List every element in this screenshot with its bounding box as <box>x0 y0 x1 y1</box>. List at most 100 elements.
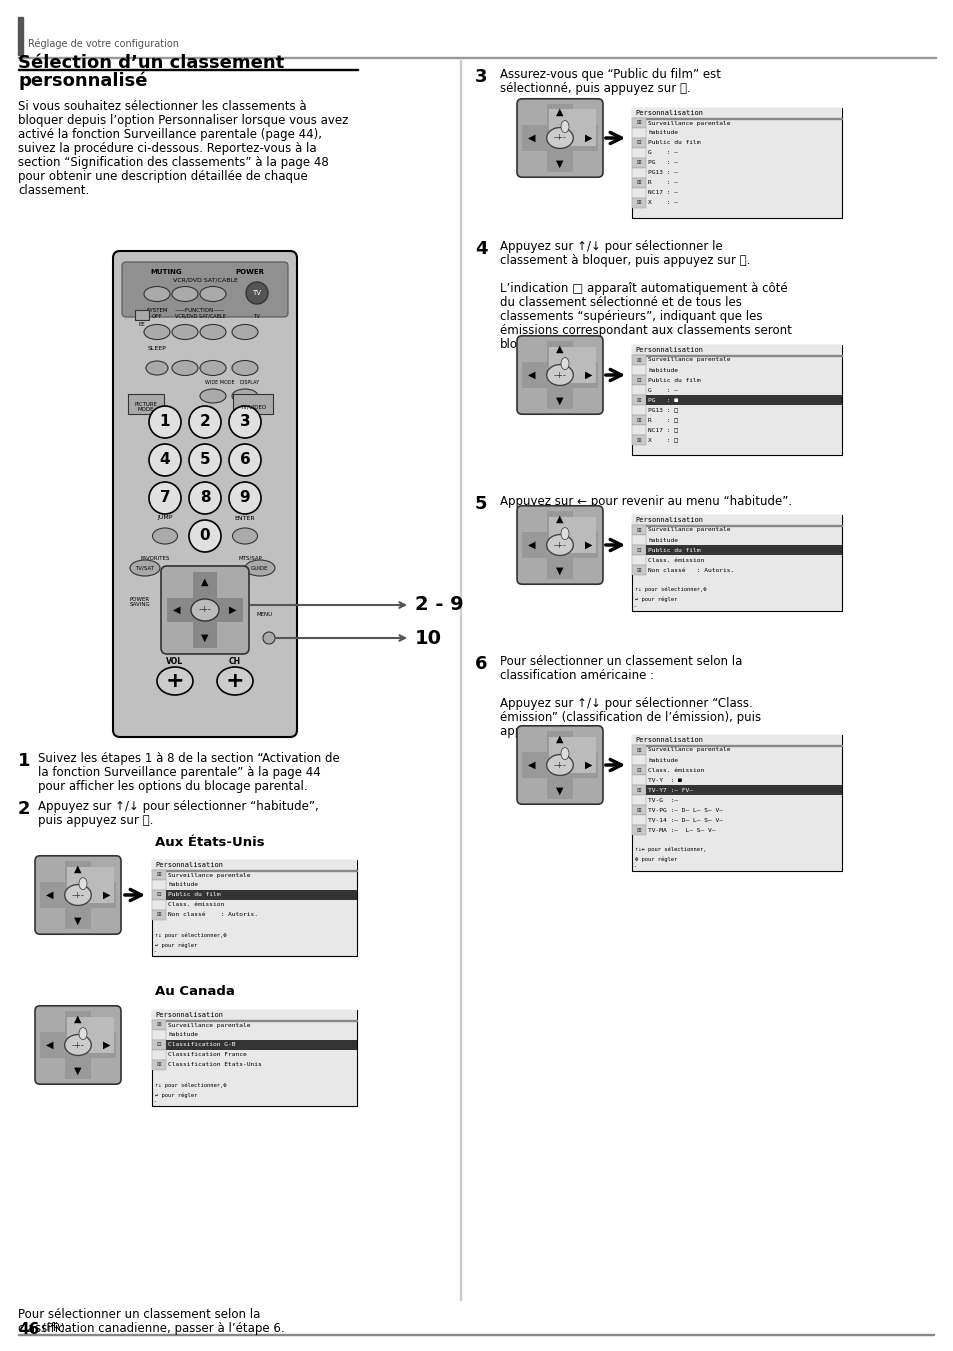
Text: ↑↓ pour sélectionner,⊕: ↑↓ pour sélectionner,⊕ <box>154 932 226 938</box>
Text: ◀: ◀ <box>527 540 535 550</box>
Bar <box>631 405 645 415</box>
Bar <box>631 355 645 365</box>
Text: ▼: ▼ <box>556 566 563 576</box>
Text: ⊞: ⊞ <box>156 1062 161 1067</box>
Text: ▶: ▶ <box>584 761 592 770</box>
Ellipse shape <box>200 324 226 339</box>
Circle shape <box>229 444 261 476</box>
Text: ⊟: ⊟ <box>636 377 640 382</box>
Text: X    : □: X : □ <box>647 438 678 443</box>
Text: +: + <box>226 671 244 690</box>
FancyBboxPatch shape <box>517 505 602 584</box>
FancyBboxPatch shape <box>35 1005 121 1085</box>
Text: 1: 1 <box>18 753 30 770</box>
Text: ▶: ▶ <box>584 370 592 380</box>
Bar <box>90 1032 114 1052</box>
Text: TV: TV <box>253 290 261 296</box>
Text: L’indication □ apparaît automatiquement à côté: L’indication □ apparaît automatiquement … <box>499 282 787 295</box>
Text: ▼: ▼ <box>201 634 209 643</box>
Text: -+-: -+- <box>198 605 212 615</box>
Ellipse shape <box>172 361 198 376</box>
Text: TV-Y  : ■: TV-Y : ■ <box>647 777 681 782</box>
Bar <box>548 751 573 773</box>
Text: -+-: -+- <box>553 134 566 142</box>
Bar <box>631 515 841 526</box>
Ellipse shape <box>65 1035 91 1055</box>
Bar <box>631 544 645 555</box>
Ellipse shape <box>216 667 253 694</box>
Text: Personnalisation: Personnalisation <box>635 109 702 116</box>
Bar <box>571 516 596 538</box>
Bar <box>152 1020 166 1029</box>
Text: ◀: ◀ <box>173 605 180 615</box>
FancyBboxPatch shape <box>517 725 602 804</box>
Bar <box>631 775 645 785</box>
Ellipse shape <box>191 598 219 621</box>
Bar <box>631 149 645 158</box>
Text: ◀: ◀ <box>46 890 53 900</box>
Text: ⊞: ⊞ <box>636 567 640 573</box>
Bar <box>631 138 645 149</box>
Text: ——FUNCTION——: ——FUNCTION—— <box>174 308 225 312</box>
Bar <box>548 736 573 758</box>
Circle shape <box>189 520 221 553</box>
Bar <box>128 394 164 413</box>
Text: ▶: ▶ <box>229 605 236 615</box>
Text: ▲: ▲ <box>556 515 563 524</box>
Text: ▲: ▲ <box>74 865 82 874</box>
Text: G    : –: G : – <box>647 150 678 155</box>
Text: ▼: ▼ <box>74 916 82 925</box>
Text: ↑↓ pour sélectionner,⊕: ↑↓ pour sélectionner,⊕ <box>154 1082 226 1088</box>
Ellipse shape <box>560 747 568 759</box>
Text: ▶: ▶ <box>584 540 592 550</box>
Bar <box>233 394 273 413</box>
Bar <box>631 199 645 208</box>
Text: TV-PG :– D– L– S– V–: TV-PG :– D– L– S– V– <box>647 808 722 812</box>
Bar <box>631 128 645 138</box>
Bar <box>645 544 841 555</box>
Text: Appuyez sur ↑/↓ pour sélectionner “habitude”,: Appuyez sur ↑/↓ pour sélectionner “habit… <box>38 800 318 813</box>
Bar <box>166 890 356 900</box>
Text: ⊞: ⊞ <box>636 417 640 423</box>
FancyBboxPatch shape <box>35 855 121 934</box>
Bar <box>152 900 166 911</box>
Bar <box>571 124 596 146</box>
Bar <box>631 376 645 385</box>
Circle shape <box>263 632 274 644</box>
Text: habitude: habitude <box>647 538 678 543</box>
Text: ↩ pour régler: ↩ pour régler <box>635 597 677 603</box>
Bar <box>152 1029 166 1040</box>
Text: PG13 : –: PG13 : – <box>647 170 678 176</box>
Text: bloquées.: bloquées. <box>499 338 557 351</box>
Bar <box>546 340 573 409</box>
FancyBboxPatch shape <box>517 336 602 415</box>
Text: ▲: ▲ <box>556 107 563 118</box>
Bar <box>152 911 166 920</box>
Text: +: + <box>166 671 184 690</box>
Text: VCR/DVD SAT/CABLE: VCR/DVD SAT/CABLE <box>172 277 237 282</box>
Bar <box>631 526 645 535</box>
Text: ▼: ▼ <box>556 159 563 169</box>
Text: PG   : –: PG : – <box>647 161 678 166</box>
Text: Surveillance parentale: Surveillance parentale <box>647 358 730 362</box>
Bar <box>548 516 573 538</box>
Text: activé la fonction Surveillance parentale (page 44),: activé la fonction Surveillance parental… <box>18 128 322 141</box>
Text: Public du film: Public du film <box>168 893 220 897</box>
Text: Public du film: Public du film <box>647 377 700 382</box>
Text: Surveillance parentale: Surveillance parentale <box>647 120 730 126</box>
Bar <box>631 188 645 199</box>
Text: ▶: ▶ <box>103 890 111 900</box>
Text: NC17 : –: NC17 : – <box>647 190 678 196</box>
Text: ▼: ▼ <box>556 396 563 405</box>
Bar <box>571 346 596 367</box>
Text: ⊞: ⊞ <box>636 808 640 812</box>
Ellipse shape <box>560 358 568 370</box>
Text: Personnalisation: Personnalisation <box>635 517 702 523</box>
Text: habitude: habitude <box>647 367 678 373</box>
Bar <box>152 1040 166 1050</box>
Text: ⊞: ⊞ <box>156 1023 161 1028</box>
Text: TV/VIDEO: TV/VIDEO <box>240 404 266 409</box>
Text: du classement sélectionné et de tous les: du classement sélectionné et de tous les <box>499 296 741 309</box>
Text: pour obtenir une description détaillée de chaque: pour obtenir une description détaillée d… <box>18 170 308 182</box>
Text: ⊕ pour régler: ⊕ pour régler <box>635 857 677 862</box>
